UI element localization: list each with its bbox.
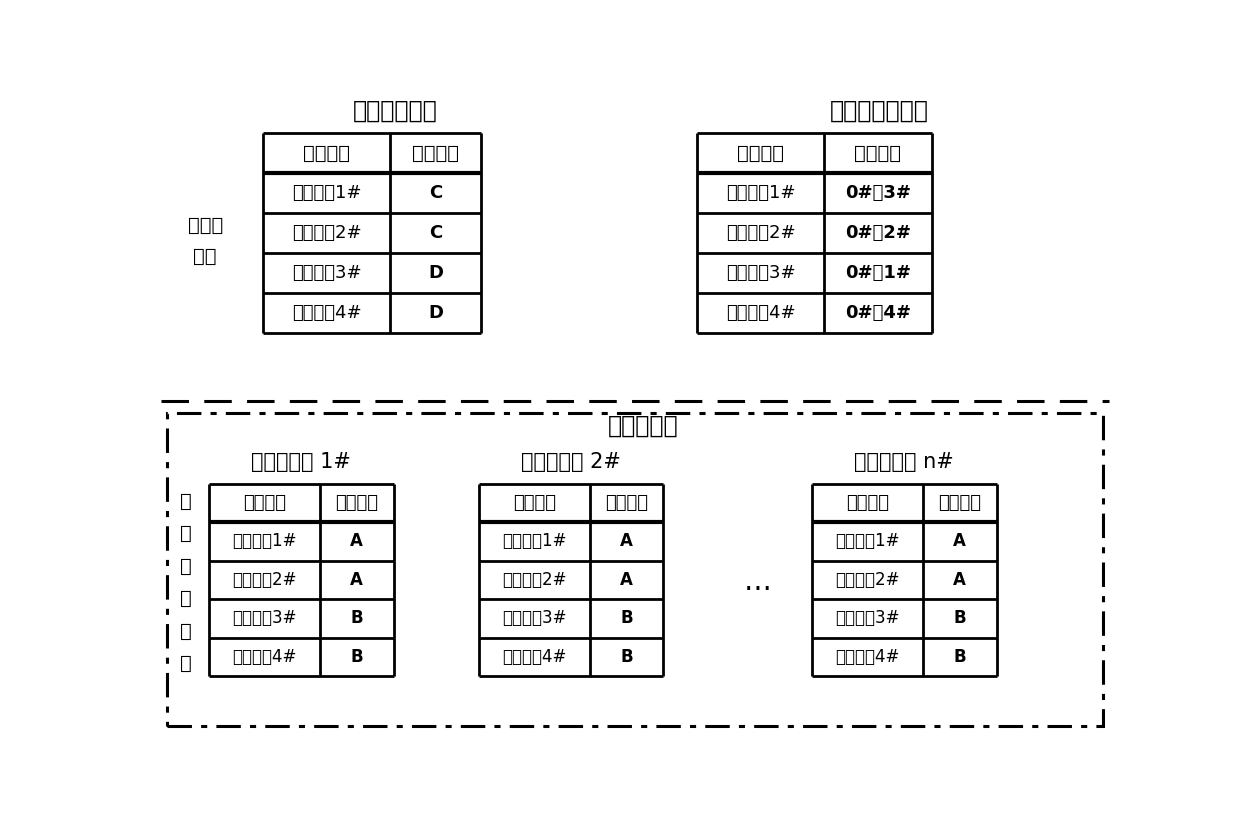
Text: 指纹模板4#: 指纹模板4# <box>835 648 900 666</box>
Text: 指纹模板3#: 指纹模板3# <box>291 265 362 283</box>
Text: D: D <box>427 265 442 283</box>
Text: B: B <box>621 648 633 666</box>
Text: A: A <box>351 571 363 589</box>
Text: 0#，2#: 0#，2# <box>845 224 911 242</box>
Text: A: A <box>953 571 966 589</box>
Text: B: B <box>953 648 966 666</box>
Text: 指纹模板: 指纹模板 <box>513 494 556 512</box>
Text: D: D <box>427 304 442 322</box>
Text: A: A <box>620 533 633 551</box>
Text: 指纹模板3#: 指纹模板3# <box>232 609 297 627</box>
Text: 指纹模板2#: 指纹模板2# <box>502 571 566 589</box>
Text: 指纹模板: 指纹模板 <box>846 494 890 512</box>
Text: 指纹模板1#: 指纹模板1# <box>292 184 362 202</box>
Text: 本地指纹库 n#: 本地指纹库 n# <box>855 452 954 472</box>
Text: 网络指纹库: 网络指纹库 <box>608 414 679 438</box>
Text: 指纹模板1#: 指纹模板1# <box>232 533 297 551</box>
Text: 使用频度: 使用频度 <box>605 494 648 512</box>
Text: A: A <box>620 571 633 589</box>
Text: B: B <box>621 609 633 627</box>
Text: B: B <box>351 648 363 666</box>
Text: 本
地
节
点
存
储: 本 地 节 点 存 储 <box>180 492 192 673</box>
Text: 指纹模板1#: 指纹模板1# <box>502 533 566 551</box>
Text: 指纹模板4#: 指纹模板4# <box>233 648 296 666</box>
Text: 指纹模板: 指纹模板 <box>737 144 784 163</box>
Text: 指纹模板3#: 指纹模板3# <box>726 265 795 283</box>
Text: …: … <box>743 568 772 596</box>
Text: 指纹模板4#: 指纹模板4# <box>291 304 362 322</box>
Text: 0#，4#: 0#，4# <box>845 304 911 322</box>
Text: 服务器
存储: 服务器 存储 <box>187 216 223 266</box>
Text: 指纹模板: 指纹模板 <box>243 494 286 512</box>
Text: 指纹模板4#: 指纹模板4# <box>726 304 795 322</box>
Text: 指纹模板3#: 指纹模板3# <box>835 609 900 627</box>
Text: 指纹模板2#: 指纹模板2# <box>291 224 362 242</box>
Text: B: B <box>351 609 363 627</box>
Text: 使用频度: 使用频度 <box>938 494 981 512</box>
Text: 指纹模板1#: 指纹模板1# <box>835 533 900 551</box>
Text: 使用频度: 使用频度 <box>336 494 378 512</box>
Text: 存储位置: 存储位置 <box>855 144 902 163</box>
Text: A: A <box>953 533 966 551</box>
Text: 指纹模板2#: 指纹模板2# <box>835 571 900 589</box>
Text: 不常用指纹库: 不常用指纹库 <box>353 99 437 123</box>
Text: 指纹模板4#: 指纹模板4# <box>502 648 566 666</box>
Text: 全部指纹库备份: 全部指纹库备份 <box>830 99 929 123</box>
Text: 0#，1#: 0#，1# <box>845 265 911 283</box>
Text: 指纹模板3#: 指纹模板3# <box>502 609 566 627</box>
Text: 本地指纹库 1#: 本地指纹库 1# <box>252 452 352 472</box>
Text: A: A <box>351 533 363 551</box>
Text: 0#，3#: 0#，3# <box>845 184 911 202</box>
Text: C: C <box>429 184 442 202</box>
Bar <box>166 413 1104 726</box>
Text: 指纹模板2#: 指纹模板2# <box>232 571 297 589</box>
Text: 指纹模板2#: 指纹模板2# <box>726 224 795 242</box>
Text: 使用频度: 使用频度 <box>411 144 458 163</box>
Text: C: C <box>429 224 442 242</box>
Text: B: B <box>953 609 966 627</box>
Text: 指纹模板1#: 指纹模板1# <box>726 184 795 202</box>
Text: 本地指纹库 2#: 本地指纹库 2# <box>522 452 621 472</box>
Text: 指纹模板: 指纹模板 <box>304 144 351 163</box>
